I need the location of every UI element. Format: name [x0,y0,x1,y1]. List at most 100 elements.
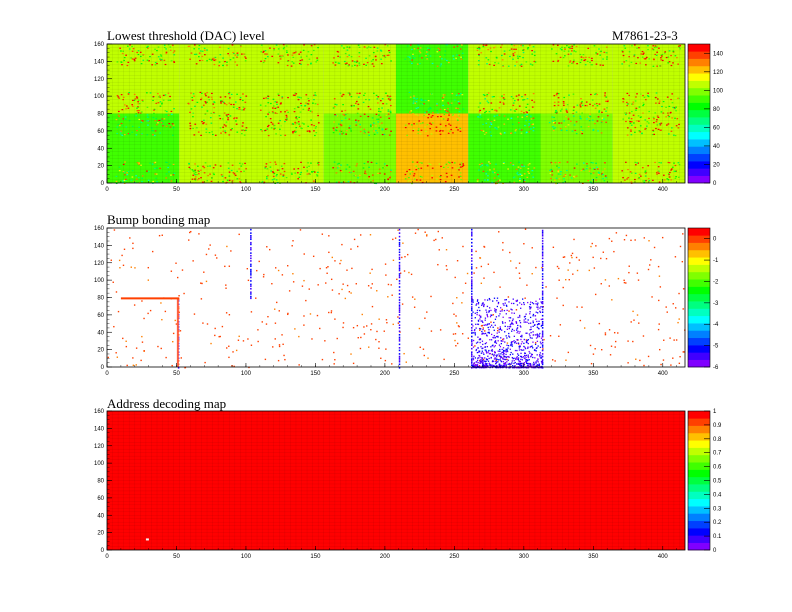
noise-pixel [271,111,274,113]
noise-pixel [444,181,447,183]
noise-pixel [667,114,670,116]
bump-point [257,329,259,331]
bad-column-pixel [471,295,473,298]
noise-pixel [671,117,673,119]
cluster-pixel [497,361,499,363]
noise-pixel [142,54,145,56]
noise-pixel [567,118,570,120]
noise-pixel [591,64,594,66]
bump-point [518,272,521,274]
noise-pixel [444,110,447,112]
noise-pixel [116,94,119,97]
palette-tick-label: 0 [713,237,717,243]
noise-pixel [295,116,298,118]
cluster-pixel [518,347,521,349]
noise-pixel [525,131,528,133]
noise-pixel [655,46,658,48]
cluster-pixel [477,361,479,364]
noise-pixel [518,105,521,107]
noise-pixel [379,49,382,51]
noise-pixel [447,102,449,104]
cluster-pixel [500,356,502,359]
noise-pixel [275,179,278,181]
noise-pixel [589,116,592,118]
cluster-pixel [505,351,507,353]
noise-pixel [679,45,682,47]
noise-pixel [657,128,660,130]
bad-column-pixel [398,363,401,366]
noise-pixel [191,96,194,99]
cluster-pixel [520,363,522,365]
bump-point [523,243,525,245]
cluster-pixel [481,350,483,352]
bump-point [484,330,486,332]
noise-pixel [224,130,227,132]
noise-pixel [353,105,355,107]
noise-pixel [486,164,488,166]
bad-column-pixel [398,304,401,307]
noise-pixel [658,47,660,49]
noise-pixel [551,120,554,122]
noise-pixel [563,180,566,182]
bump-point [202,322,204,324]
cluster-pixel [499,326,501,328]
cluster-pixel [538,298,541,300]
cluster-pixel [481,366,483,369]
bump-point [541,266,543,269]
noise-pixel [120,50,122,52]
noise-pixel [407,180,410,182]
cluster-pixel [516,349,518,352]
cluster-pixel [487,331,489,334]
cluster-pixel [516,353,519,355]
cluster-pixel [510,302,513,305]
y-tick-label: 20 [97,164,104,170]
noise-pixel [379,100,382,102]
cluster-pixel [480,359,482,361]
noise-pixel [239,98,242,101]
noise-pixel [219,165,222,167]
cluster-pixel [482,364,484,367]
noise-pixel [453,99,456,101]
cluster-pixel [530,353,533,355]
bump-point [568,279,570,281]
noise-pixel [127,61,130,64]
bump-point [457,325,460,327]
noise-pixel [495,110,498,112]
cluster-pixel [481,357,484,359]
bump-point [269,248,271,251]
palette-band [688,418,710,426]
noise-pixel [670,64,673,67]
noise-pixel [484,179,486,181]
noise-pixel [381,107,383,109]
noise-pixel [644,128,647,130]
noise-pixel [280,111,282,113]
cluster-pixel [491,314,493,316]
noise-pixel [194,178,196,180]
bad-column-pixel [250,295,252,298]
bad-column-pixel [541,265,544,267]
noise-pixel [380,63,383,65]
noise-pixel [647,122,650,124]
noise-pixel [355,119,357,121]
noise-pixel [635,107,638,109]
cluster-pixel [487,351,490,353]
noise-pixel [317,161,320,164]
cluster-pixel [499,359,501,361]
cluster-pixel [476,364,478,367]
noise-pixel [552,129,555,132]
noise-pixel [640,175,642,177]
bad-column-pixel [398,301,401,304]
noise-pixel [633,55,635,57]
cluster-pixel [518,360,521,362]
bump-point [376,330,378,333]
noise-pixel [165,125,168,127]
noise-pixel [381,133,384,136]
noise-pixel [479,109,482,111]
noise-pixel [344,113,347,116]
cluster-pixel [539,341,542,343]
bump-point [562,286,564,289]
bump-point [632,340,634,343]
palette-tick-label: 40 [713,144,720,150]
noise-pixel [146,134,149,136]
cluster-pixel [483,353,485,355]
